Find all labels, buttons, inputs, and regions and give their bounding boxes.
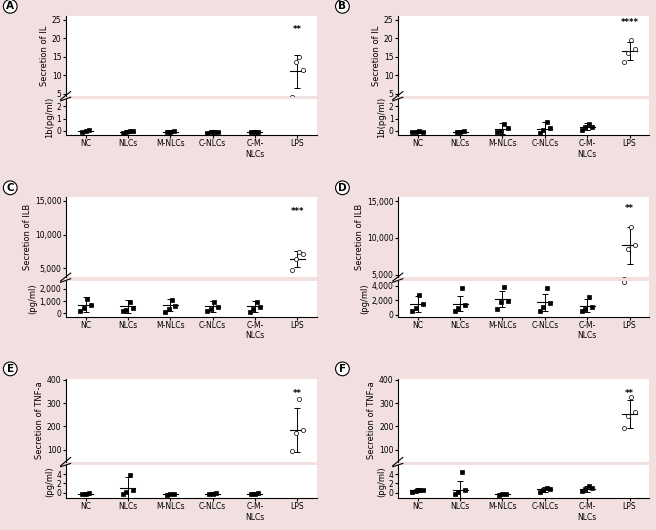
Y-axis label: Secretion of TNF-a: Secretion of TNF-a — [367, 382, 376, 459]
Y-axis label: (pg/ml): (pg/ml) — [28, 284, 37, 314]
Text: C: C — [7, 183, 14, 193]
Text: **: ** — [293, 25, 302, 34]
Text: F: F — [339, 364, 346, 374]
Y-axis label: Secretion of ILB: Secretion of ILB — [355, 204, 364, 270]
Text: E: E — [7, 364, 14, 374]
Y-axis label: (pg/ml): (pg/ml) — [377, 466, 386, 497]
Y-axis label: Secretion of ILB: Secretion of ILB — [23, 204, 32, 270]
Text: **: ** — [625, 204, 634, 213]
Text: B: B — [338, 2, 346, 11]
Y-axis label: 1b(pg/ml): 1b(pg/ml) — [377, 96, 386, 138]
Y-axis label: (pg/ml): (pg/ml) — [45, 466, 54, 497]
Text: D: D — [338, 183, 347, 193]
Y-axis label: Secretion of TNF-a: Secretion of TNF-a — [35, 382, 44, 459]
Text: A: A — [7, 2, 14, 11]
Y-axis label: Secretion of IL: Secretion of IL — [40, 25, 49, 86]
Text: **: ** — [625, 388, 634, 398]
Y-axis label: (pg/ml): (pg/ml) — [360, 284, 369, 314]
Text: **: ** — [293, 388, 302, 398]
Y-axis label: Secretion of IL: Secretion of IL — [372, 25, 381, 86]
Y-axis label: 1b(pg/ml): 1b(pg/ml) — [45, 96, 54, 138]
Text: ****: **** — [621, 19, 638, 27]
Text: ***: *** — [291, 207, 304, 216]
